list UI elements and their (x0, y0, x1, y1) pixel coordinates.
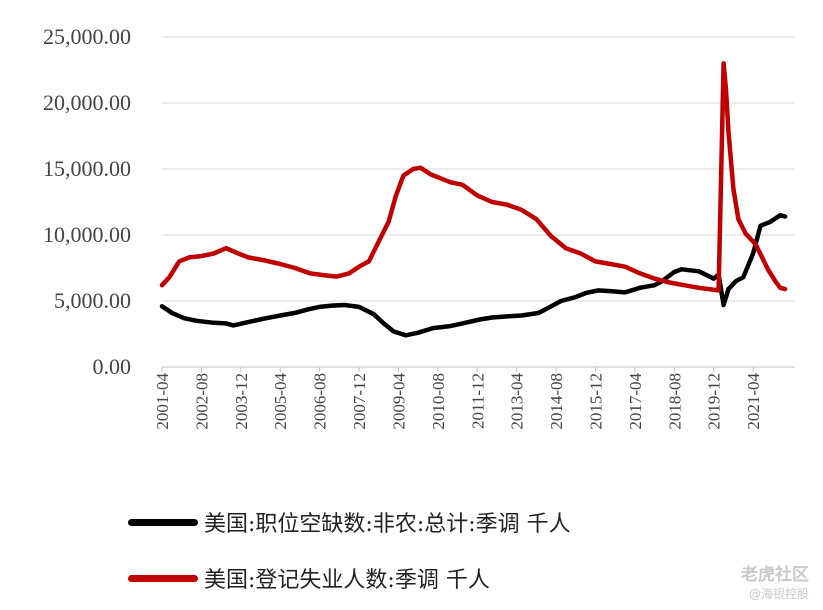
x-tick-label: 2017-04 (626, 373, 645, 430)
y-tick-label: 5,000.00 (54, 288, 131, 313)
legend-swatch-black (128, 518, 198, 526)
x-axis-tick-labels: 2001-04 2002-08 2003-12 2005-04 2006-08 2007-… (153, 373, 763, 430)
legend-swatch-red (128, 574, 198, 582)
x-tick-label: 2005-04 (271, 373, 290, 430)
x-tick-label: 2021-04 (744, 373, 763, 430)
legend-label-job-openings: 美国:职位空缺数:非农:总计:季调 千人 (204, 512, 571, 537)
x-tick-label: 2010-08 (429, 373, 448, 430)
x-tick-label: 2014-08 (547, 373, 566, 430)
x-tick-label: 2007-12 (350, 373, 369, 430)
x-tick-label: 2009-04 (389, 373, 408, 430)
watermark-handle: @海银控股 (748, 587, 809, 601)
gridlines (162, 36, 795, 302)
y-tick-label: 0.00 (93, 354, 132, 379)
x-tick-label: 2011-12 (468, 373, 487, 429)
x-tick-label: 2018-08 (665, 373, 684, 430)
legend-item-job-openings: 美国:职位空缺数:非农:总计:季调 千人 (128, 506, 571, 538)
series-lines (159, 61, 788, 338)
x-tick-label: 2019-12 (705, 373, 724, 430)
x-tick-label: 2013-04 (508, 373, 527, 430)
y-tick-label: 10,000.00 (43, 222, 131, 247)
x-tick-label: 2015-12 (586, 373, 605, 430)
series-line-1 (159, 61, 788, 293)
y-tick-label: 25,000.00 (43, 24, 131, 49)
watermark: 老虎社区 @海银控股 (741, 560, 809, 602)
x-tick-label: 2001-04 (153, 373, 172, 430)
x-tick-label: 2002-08 (192, 373, 211, 430)
legend-label-unemployed: 美国:登记失业人数:季调 千人 (204, 568, 490, 593)
x-tick-label: 2003-12 (232, 373, 251, 430)
y-axis-tick-labels: 0.00 5,000.00 10,000.00 15,000.00 20,000.00 2… (43, 24, 131, 379)
legend-item-unemployed: 美国:登记失业人数:季调 千人 (128, 562, 490, 594)
y-tick-label: 20,000.00 (43, 90, 131, 115)
y-tick-label: 15,000.00 (43, 156, 131, 181)
watermark-brand: 老虎社区 (741, 565, 809, 585)
series-line-0 (159, 212, 788, 338)
line-chart: 0.00 5,000.00 10,000.00 15,000.00 20,000.00 2… (43, 24, 795, 430)
x-tick-label: 2006-08 (311, 373, 330, 430)
x-axis (161, 366, 795, 372)
